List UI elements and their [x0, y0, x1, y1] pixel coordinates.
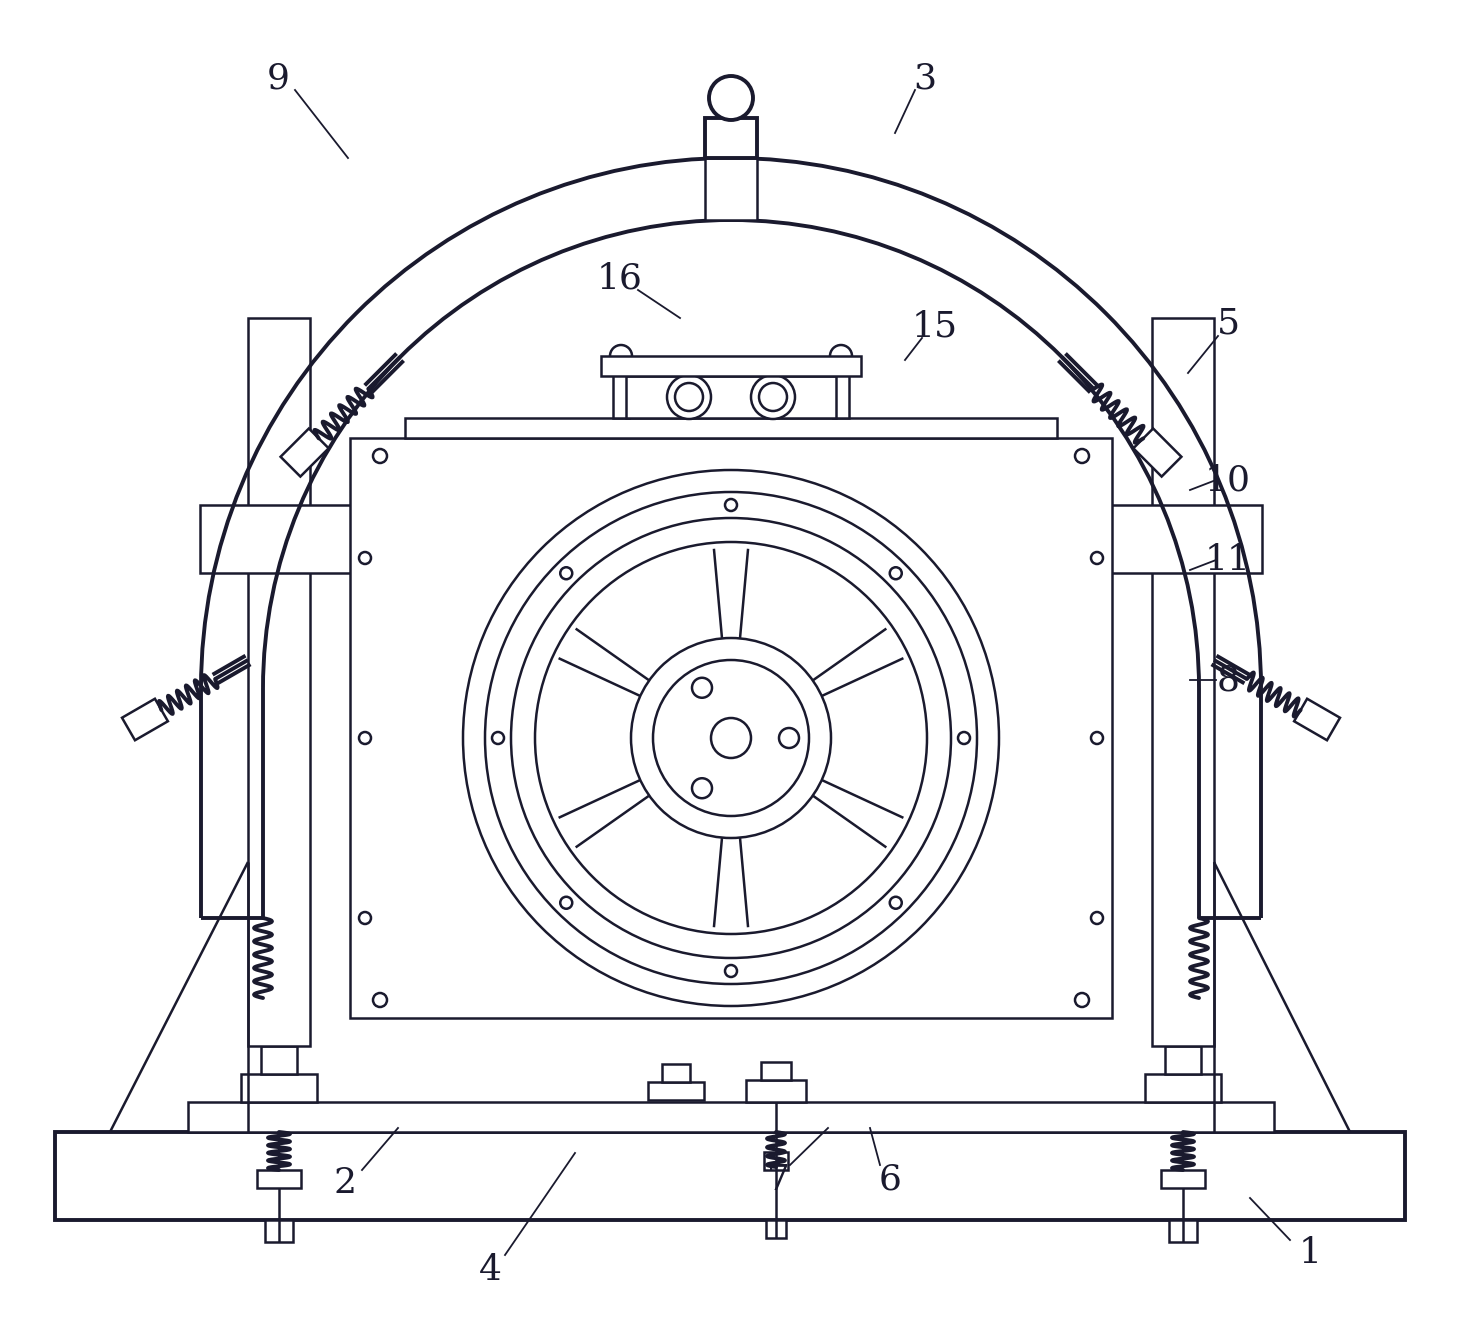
Polygon shape: [121, 699, 168, 740]
Text: 10: 10: [1205, 463, 1251, 497]
Bar: [705, 158, 757, 220]
Circle shape: [463, 470, 999, 1007]
Bar: [648, 1082, 705, 1100]
Circle shape: [692, 778, 712, 798]
Polygon shape: [281, 429, 329, 477]
Circle shape: [512, 518, 950, 957]
Bar: [257, 1170, 301, 1189]
Bar: [765, 1151, 788, 1170]
Bar: [762, 1062, 791, 1080]
Polygon shape: [1133, 429, 1181, 477]
Bar: [1104, 505, 1262, 572]
Text: 7: 7: [766, 1163, 789, 1197]
Circle shape: [890, 896, 902, 908]
Text: 9: 9: [266, 61, 289, 96]
Polygon shape: [1294, 699, 1341, 740]
Bar: [249, 317, 310, 1046]
Text: 4: 4: [478, 1254, 501, 1287]
Circle shape: [535, 542, 927, 934]
Bar: [601, 356, 861, 376]
Bar: [189, 1102, 1273, 1131]
Bar: [746, 1080, 806, 1102]
Bar: [1145, 1074, 1221, 1102]
Circle shape: [360, 912, 371, 924]
Bar: [1170, 1220, 1197, 1242]
Bar: [1165, 1046, 1200, 1074]
Circle shape: [779, 728, 800, 748]
Text: 2: 2: [333, 1166, 357, 1201]
Bar: [626, 376, 836, 418]
Bar: [833, 367, 849, 418]
Circle shape: [560, 896, 572, 908]
Text: 11: 11: [1205, 543, 1251, 576]
Circle shape: [751, 374, 795, 420]
Circle shape: [610, 345, 632, 367]
Circle shape: [759, 382, 787, 410]
Circle shape: [654, 660, 808, 815]
Circle shape: [560, 567, 572, 579]
Bar: [349, 438, 1113, 1019]
Bar: [405, 418, 1057, 438]
Bar: [200, 505, 358, 572]
Circle shape: [667, 374, 711, 420]
Circle shape: [485, 491, 977, 984]
Circle shape: [373, 449, 387, 463]
Text: 8: 8: [1216, 663, 1240, 697]
Bar: [613, 367, 629, 418]
Text: 1: 1: [1298, 1236, 1322, 1270]
Circle shape: [709, 76, 753, 120]
Text: 6: 6: [879, 1163, 902, 1197]
Circle shape: [1091, 732, 1102, 744]
Text: 16: 16: [596, 262, 643, 295]
Circle shape: [1075, 449, 1089, 463]
Bar: [662, 1064, 690, 1082]
Text: 5: 5: [1216, 305, 1240, 340]
Bar: [1161, 1170, 1205, 1189]
Circle shape: [1091, 912, 1102, 924]
Bar: [241, 1074, 317, 1102]
Bar: [265, 1220, 292, 1242]
Circle shape: [830, 345, 852, 367]
Circle shape: [1091, 552, 1102, 564]
Circle shape: [1075, 993, 1089, 1007]
Circle shape: [360, 552, 371, 564]
Bar: [705, 118, 757, 158]
Bar: [262, 1046, 297, 1074]
Text: 3: 3: [914, 61, 937, 96]
Circle shape: [360, 732, 371, 744]
Circle shape: [373, 993, 387, 1007]
Bar: [1152, 317, 1213, 1046]
Circle shape: [725, 965, 737, 977]
Circle shape: [725, 499, 737, 511]
Circle shape: [675, 382, 703, 410]
Circle shape: [632, 637, 830, 838]
Bar: [56, 1131, 1405, 1220]
Circle shape: [493, 732, 504, 744]
Circle shape: [958, 732, 969, 744]
Bar: [766, 1220, 787, 1238]
Text: 15: 15: [912, 309, 958, 343]
Circle shape: [890, 567, 902, 579]
Circle shape: [711, 718, 751, 758]
Circle shape: [692, 677, 712, 697]
